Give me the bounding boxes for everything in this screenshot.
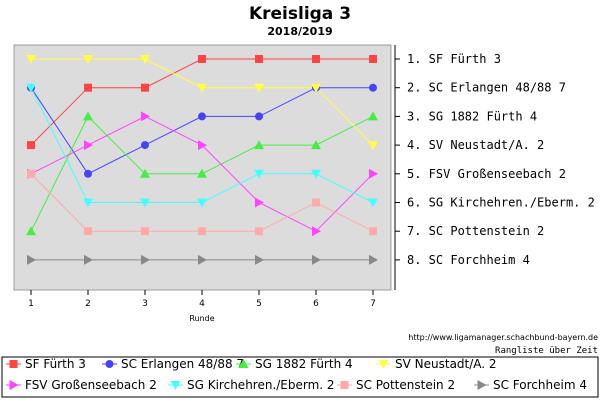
data-point bbox=[84, 140, 93, 151]
data-point bbox=[84, 254, 93, 265]
data-point bbox=[27, 141, 35, 150]
legend-label: SC Pottenstein 2 bbox=[356, 378, 455, 392]
data-point bbox=[255, 227, 263, 236]
data-point bbox=[198, 55, 206, 63]
data-point bbox=[141, 254, 150, 265]
rank-label: 8. SC Forchheim 4 bbox=[407, 253, 530, 267]
data-point bbox=[197, 83, 207, 93]
legend-label: FSV Großenseebach 2 bbox=[25, 378, 157, 392]
data-point bbox=[197, 198, 207, 208]
data-point bbox=[27, 169, 35, 178]
legend-label: SF Fürth 3 bbox=[25, 357, 86, 371]
data-point bbox=[369, 254, 378, 265]
data-point bbox=[255, 254, 264, 265]
data-point bbox=[84, 169, 92, 178]
data-point bbox=[141, 227, 149, 236]
series-markers bbox=[26, 55, 378, 265]
legend-label: SV Neustadt/A. 2 bbox=[395, 357, 497, 371]
legend-box bbox=[1, 356, 599, 398]
data-point bbox=[198, 140, 207, 151]
data-point bbox=[368, 111, 378, 121]
legend-label: SG Kirchehren./Eberm. 2 bbox=[187, 378, 335, 392]
data-point bbox=[312, 226, 321, 237]
data-point bbox=[141, 111, 150, 122]
data-point bbox=[368, 198, 378, 208]
x-tick-label: 7 bbox=[370, 299, 376, 309]
data-point bbox=[369, 227, 377, 236]
rank-label: 1. SF Fürth 3 bbox=[407, 52, 501, 66]
rank-label: 3. SG 1882 Fürth 4 bbox=[407, 109, 537, 123]
data-point bbox=[140, 198, 150, 208]
rank-label: 5. FSV Großenseebach 2 bbox=[407, 167, 566, 181]
data-point bbox=[141, 83, 149, 92]
x-tick-label: 4 bbox=[199, 299, 205, 309]
data-point bbox=[197, 168, 207, 178]
x-tick-label: 2 bbox=[85, 299, 91, 309]
final-ranking: 1. SF Fürth 3 2. SC Erlangen 48/88 7 3. SG… bbox=[395, 52, 595, 267]
x-tick-label: 1 bbox=[28, 299, 34, 309]
data-point bbox=[255, 112, 263, 121]
data-point bbox=[311, 140, 321, 150]
chart-subtitle: 2018/2019 bbox=[267, 25, 332, 38]
rank-label: 2. SC Erlangen 48/88 7 bbox=[407, 81, 566, 95]
data-point bbox=[312, 198, 320, 207]
data-point bbox=[83, 55, 93, 64]
data-point bbox=[254, 169, 264, 179]
data-point bbox=[254, 83, 264, 93]
data-point bbox=[26, 226, 36, 236]
legend-marker bbox=[9, 360, 18, 368]
legend-marker bbox=[170, 381, 181, 390]
legend-marker bbox=[238, 359, 249, 368]
data-point bbox=[27, 254, 36, 265]
data-point bbox=[83, 198, 93, 208]
rank-label: 7. SC Pottenstein 2 bbox=[407, 224, 544, 238]
x-axis-label: Runde bbox=[189, 314, 214, 323]
legend-label: SC Erlangen 48/88 7 bbox=[121, 357, 244, 371]
data-point bbox=[26, 55, 36, 64]
legend-marker bbox=[340, 381, 349, 389]
rank-label: 6. SG Kirchehren./Eberm. 2 bbox=[407, 196, 595, 210]
legend: SF Fürth 3 SC Erlangen 48/88 7 SG 1882 Für… bbox=[6, 357, 587, 392]
data-point bbox=[84, 227, 92, 236]
data-point bbox=[369, 55, 377, 63]
data-point bbox=[255, 197, 264, 208]
legend-marker bbox=[9, 380, 19, 390]
source-url[interactable]: http://www.ligamanager.schachbund-bayern… bbox=[408, 333, 598, 342]
data-point bbox=[198, 254, 207, 265]
data-point bbox=[369, 83, 377, 92]
x-tick-label: 6 bbox=[313, 299, 319, 309]
data-point bbox=[140, 168, 150, 178]
x-axis: 1 2 3 4 5 6 7 bbox=[28, 290, 376, 309]
rank-label: 4. SV Neustadt/A. 2 bbox=[407, 138, 544, 152]
data-point bbox=[198, 112, 206, 121]
legend-label: SC Forchheim 4 bbox=[493, 378, 587, 392]
legend-marker bbox=[477, 380, 487, 390]
data-point bbox=[140, 55, 150, 64]
data-point bbox=[255, 55, 263, 63]
data-point bbox=[84, 83, 92, 92]
data-point bbox=[83, 111, 93, 121]
data-point bbox=[369, 168, 378, 179]
legend-label: SG 1882 Fürth 4 bbox=[255, 357, 353, 371]
data-point bbox=[198, 227, 206, 236]
chart-caption: Rangliste über Zeit bbox=[495, 346, 598, 356]
data-point bbox=[368, 141, 378, 151]
data-point bbox=[311, 83, 321, 93]
x-tick-label: 5 bbox=[256, 299, 262, 309]
chart-title: Kreisliga 3 bbox=[249, 4, 351, 24]
x-tick-label: 3 bbox=[142, 299, 148, 309]
data-point bbox=[312, 254, 321, 265]
data-point bbox=[141, 141, 149, 150]
legend-marker bbox=[378, 360, 389, 369]
data-point bbox=[312, 55, 320, 63]
data-point bbox=[311, 169, 321, 179]
data-point bbox=[254, 140, 264, 150]
data-point bbox=[26, 83, 36, 93]
legend-marker bbox=[105, 360, 114, 368]
